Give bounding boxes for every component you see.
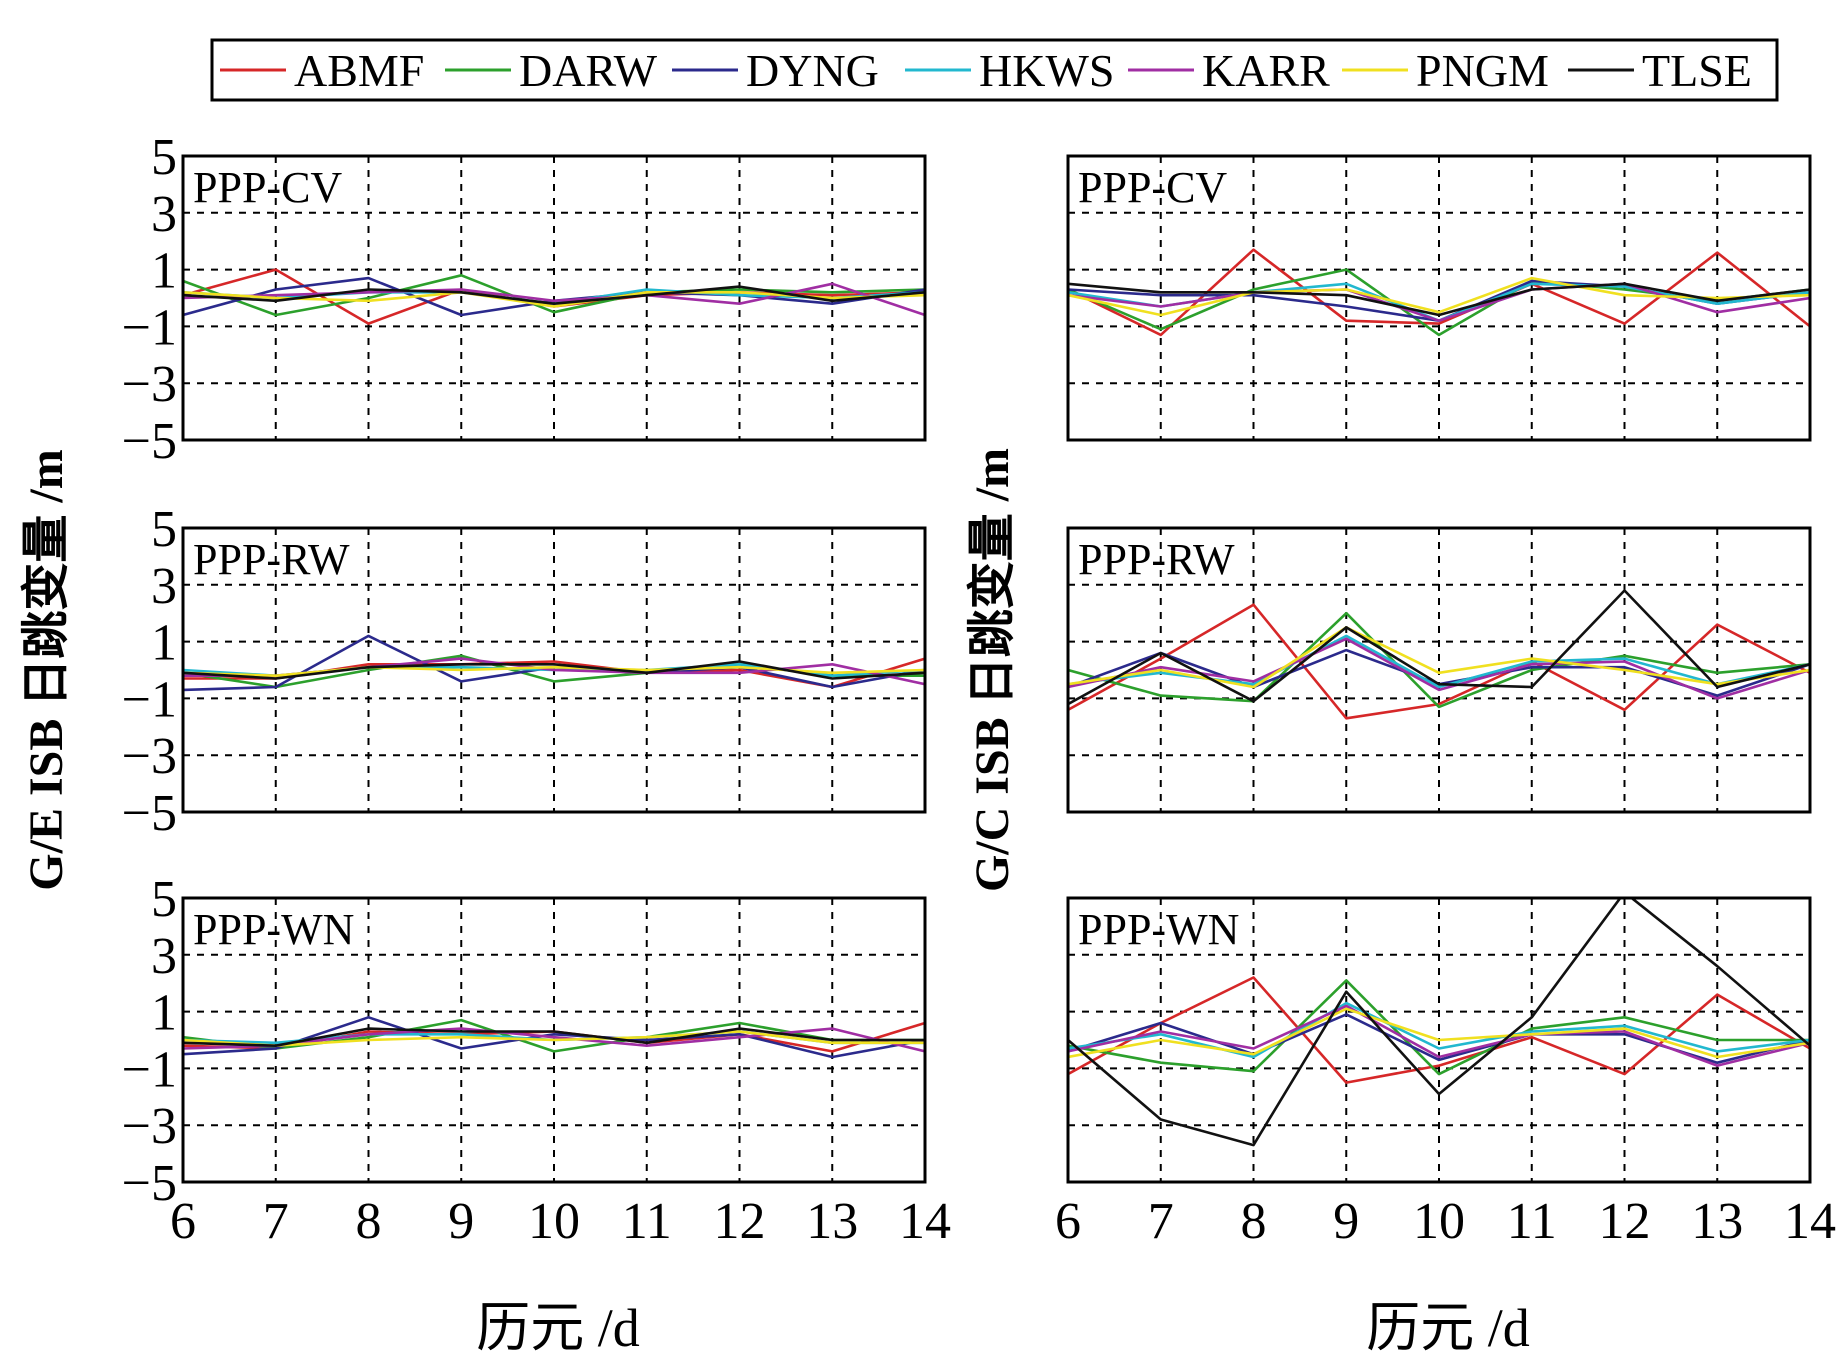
- series-line-pngm: [1068, 1007, 1810, 1059]
- series-line-dyng: [183, 1015, 925, 1059]
- x-tick-label: 12: [714, 1193, 766, 1250]
- x-tick-label: 9: [448, 1193, 474, 1250]
- y-tick-label: −1: [122, 671, 177, 728]
- series-line-tlse: [1068, 282, 1810, 317]
- legend-label-pngm: PNGM: [1416, 45, 1549, 96]
- legend-label-tlse: TLSE: [1642, 45, 1752, 96]
- plot-frame: [1066, 896, 1812, 1184]
- plot-frame: [181, 896, 927, 1184]
- y-tick-label: 5: [151, 501, 177, 558]
- left-y-axis-label: G/E ISB 日跳变量 /m: [20, 449, 73, 890]
- legend-label-abmf: ABMF: [294, 45, 424, 96]
- panel-right-bottom: PPP-WN 6 7 8 9 10 11 12 13 14: [1055, 896, 1836, 1250]
- y-tick-label: −5: [122, 1155, 177, 1212]
- legend-label-hkws: HKWS: [979, 45, 1114, 96]
- series-line-pngm: [1068, 276, 1810, 317]
- series-line-abmf: [1068, 976, 1810, 1084]
- x-tick-label: 11: [622, 1193, 672, 1250]
- x-tick-label: 6: [1055, 1193, 1081, 1250]
- series-line-tlse: [1068, 589, 1810, 706]
- y-tick-label: 1: [151, 985, 177, 1042]
- series-line-darw: [1068, 611, 1810, 709]
- series-line-tlse: [183, 285, 925, 306]
- x-tick-label: 7: [263, 1193, 289, 1250]
- series-group: [1068, 898, 1810, 1147]
- legend-label-darw: DARW: [519, 45, 658, 96]
- y-tick-label: 3: [151, 558, 177, 615]
- x-tick-label: 6: [170, 1193, 196, 1250]
- panel-left-top: PPP-CV 531−1−3−5: [122, 129, 927, 470]
- panel-left-bottom: PPP-WN 531−1−3−56 7 8 9 10 11 12 13 14: [122, 871, 951, 1250]
- y-tick-label: 3: [151, 186, 177, 243]
- x-tick-label: 10: [528, 1193, 580, 1250]
- y-tick-label: −3: [122, 728, 177, 785]
- plot-frame: [1066, 526, 1812, 814]
- series-line-tlse: [1068, 898, 1810, 1147]
- x-tick-label: 8: [356, 1193, 382, 1250]
- series-line-hkws: [1068, 1001, 1810, 1059]
- panel-title: PPP-CV: [1078, 163, 1227, 212]
- left-x-axis-label: 历元 /d: [476, 1298, 640, 1358]
- series-group: [183, 1015, 925, 1059]
- panel-title: PPP-WN: [1078, 905, 1239, 954]
- y-tick-label: −3: [122, 356, 177, 413]
- series-group: [183, 268, 925, 325]
- right-x-axis-label: 历元 /d: [1366, 1298, 1530, 1358]
- series-line-karr: [183, 1027, 925, 1053]
- y-tick-label: 5: [151, 129, 177, 186]
- series-line-darw: [1068, 979, 1810, 1076]
- y-tick-label: −1: [122, 299, 177, 356]
- series-line-karr: [1068, 1004, 1810, 1067]
- series-group: [183, 634, 925, 692]
- series-line-karr: [1068, 637, 1810, 700]
- series-line-pngm: [183, 665, 925, 678]
- y-tick-label: 1: [151, 615, 177, 672]
- y-tick-label: −5: [122, 785, 177, 842]
- panels: PPP-CV531−1−3−5PPP-CVPPP-RW531−1−3−5PPP-…: [122, 129, 1836, 1250]
- right-y-axis-label: G/C ISB 日跳变量 /m: [966, 448, 1019, 892]
- legend-label-dyng: DYNG: [746, 45, 879, 96]
- series-group: [1068, 248, 1810, 337]
- x-tick-label: 13: [806, 1193, 858, 1250]
- legend-label-karr: KARR: [1202, 45, 1330, 96]
- panel-title: PPP-RW: [193, 535, 350, 584]
- y-tick-label: −1: [122, 1041, 177, 1098]
- x-tick-label: 12: [1599, 1193, 1651, 1250]
- x-tick-label: 13: [1691, 1193, 1743, 1250]
- y-tick-label: −5: [122, 413, 177, 470]
- panel-title: PPP-RW: [1078, 535, 1235, 584]
- series-line-tlse: [183, 660, 925, 680]
- plot-frame: [181, 154, 927, 442]
- panel-right-top: PPP-CV: [1066, 154, 1812, 442]
- y-tick-label: 5: [151, 871, 177, 928]
- y-tick-label: 3: [151, 928, 177, 985]
- x-tick-label: 8: [1241, 1193, 1267, 1250]
- panel-right-middle: PPP-RW: [1066, 526, 1812, 814]
- series-line-tlse: [183, 1027, 925, 1047]
- y-tick-label: −3: [122, 1098, 177, 1155]
- series-group: [1068, 589, 1810, 720]
- series-line-karr: [1068, 282, 1810, 323]
- legend: ABMF DARW DYNG HKWS KARR PNGM TLSE: [210, 38, 1779, 102]
- series-line-pngm: [1068, 626, 1810, 689]
- series-line-karr: [183, 282, 925, 317]
- series-line-pngm: [183, 1030, 925, 1047]
- y-tick-label: 1: [151, 243, 177, 300]
- panel-left-middle: PPP-RW 531−1−3−5: [122, 501, 927, 842]
- panel-title: PPP-WN: [193, 905, 354, 954]
- plot-frame: [1066, 154, 1812, 442]
- panel-title: PPP-CV: [193, 163, 342, 212]
- plot-frame: [181, 526, 927, 814]
- x-tick-label: 14: [899, 1193, 951, 1250]
- x-tick-label: 14: [1784, 1193, 1836, 1250]
- x-tick-label: 10: [1413, 1193, 1465, 1250]
- x-tick-label: 9: [1333, 1193, 1359, 1250]
- x-tick-label: 11: [1507, 1193, 1557, 1250]
- x-tick-label: 7: [1148, 1193, 1174, 1250]
